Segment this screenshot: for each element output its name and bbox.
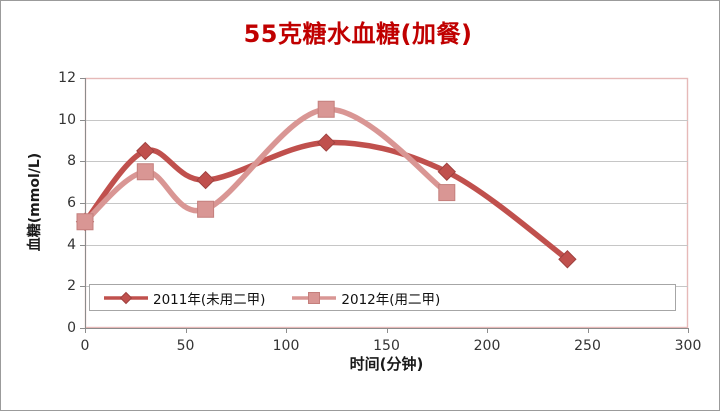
x-tick-label: 300	[674, 338, 702, 354]
legend-label-2011: 2011年(未用二甲)	[153, 291, 266, 308]
legend-line-square-icon	[292, 291, 337, 304]
legend-label-2012: 2012年(用二甲)	[341, 291, 441, 308]
y-tick-label: 4	[67, 236, 76, 253]
legend: 2011年(未用二甲) 2012年(用二甲)	[89, 284, 676, 311]
x-tick-label: 200	[473, 338, 501, 354]
x-tick-label: 150	[373, 338, 400, 354]
y-tick-label: 8	[67, 153, 76, 170]
y-tick-label: 0	[67, 320, 76, 336]
x-tick-label: 100	[272, 338, 300, 354]
x-tick-label: 0	[80, 338, 90, 354]
x-tick-label: 250	[574, 338, 601, 354]
legend-item-2012: 2012年(用二甲)	[291, 288, 440, 308]
x-tick-label: 50	[176, 338, 195, 354]
legend-item-2011: 2011年(未用二甲)	[103, 288, 265, 308]
chart-title: 55克糖水血糖(加餐)	[243, 20, 473, 48]
legend-line-diamond-icon	[104, 291, 148, 304]
x-axis-title: 时间(分钟)	[349, 355, 424, 373]
y-tick-label: 12	[58, 70, 76, 86]
y-tick-label: 6	[67, 195, 76, 211]
y-tick-label: 2	[67, 278, 76, 295]
y-tick-label: 10	[58, 111, 76, 128]
